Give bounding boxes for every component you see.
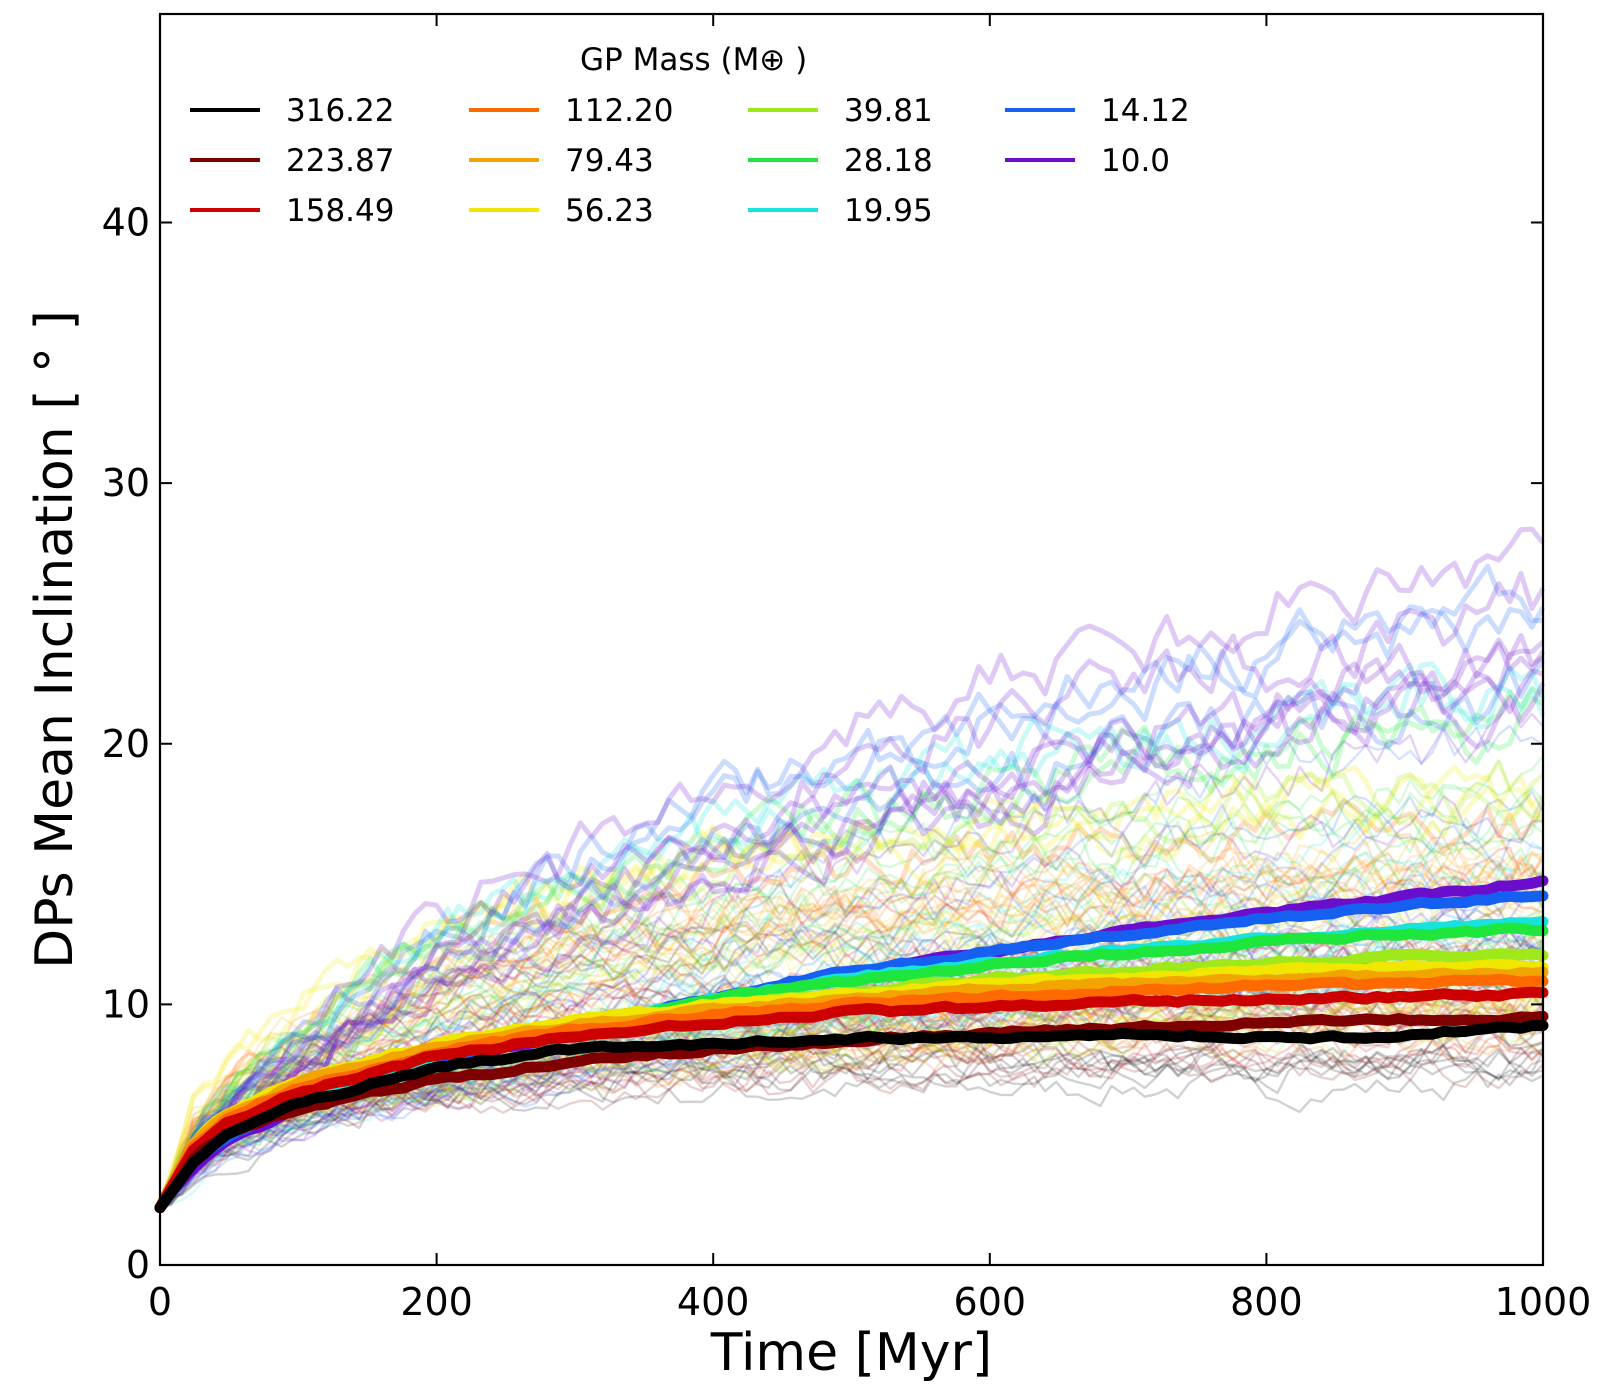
run-line-316.22 xyxy=(159,1045,1544,1209)
run-line-19.95 xyxy=(158,851,1544,1209)
run-line-39.81 xyxy=(157,771,1545,1209)
run-line-39.81 xyxy=(158,871,1545,1209)
mean-line-158.49 xyxy=(154,986,1549,1214)
run-line-158.49 xyxy=(158,846,1545,1209)
run-line-39.81 xyxy=(159,878,1544,1209)
mean-lines xyxy=(154,875,1549,1214)
y-tick-label: 0 xyxy=(126,1243,150,1287)
run-line-28.18 xyxy=(158,759,1545,1209)
run-line-56.23 xyxy=(157,773,1546,1209)
run-line-223.87 xyxy=(159,1044,1544,1209)
legend-label-112.20: 112.20 xyxy=(565,93,673,129)
legend-label-19.95: 19.95 xyxy=(844,193,933,229)
run-line-19.95 xyxy=(157,662,1546,1209)
run-line-28.18 xyxy=(158,822,1544,1209)
run-line-10.0 xyxy=(158,668,1544,1210)
run-line-14.12 xyxy=(157,659,1545,1210)
run-line-14.12 xyxy=(157,606,1546,1209)
x-tick-label: 600 xyxy=(954,1280,1027,1324)
run-line-19.95 xyxy=(159,819,1544,1209)
y-axis-title: DPs Mean Inclination [ ° ] xyxy=(25,310,85,969)
run-line-28.18 xyxy=(157,685,1545,1209)
run-line-28.18 xyxy=(157,695,1545,1210)
legend-label-28.18: 28.18 xyxy=(844,143,933,179)
legend-label-14.12: 14.12 xyxy=(1101,93,1190,129)
run-line-112.20 xyxy=(158,854,1545,1209)
legend-label-56.23: 56.23 xyxy=(565,193,654,229)
legend-label-10.0: 10.0 xyxy=(1101,143,1170,179)
y-tick-label: 30 xyxy=(102,461,150,505)
run-line-316.22 xyxy=(158,907,1544,1209)
run-line-56.23 xyxy=(159,871,1544,1209)
legend-label-79.43: 79.43 xyxy=(565,143,654,179)
run-line-79.43 xyxy=(158,854,1544,1209)
run-line-112.20 xyxy=(158,840,1544,1209)
legend: GP Mass (M⊕ ) 316.22 223.87 158.49 112.20 79… xyxy=(190,42,1190,229)
x-tick-label: 1000 xyxy=(1495,1280,1592,1324)
run-line-28.18 xyxy=(158,802,1545,1209)
run-line-112.20 xyxy=(159,833,1545,1209)
run-line-14.12 xyxy=(158,790,1545,1209)
run-line-223.87 xyxy=(158,1044,1544,1209)
x-tick-label: 400 xyxy=(677,1280,750,1324)
run-line-28.18 xyxy=(158,755,1544,1209)
legend-label-223.87: 223.87 xyxy=(286,143,394,179)
run-line-79.43 xyxy=(158,830,1544,1209)
run-line-112.20 xyxy=(159,858,1544,1209)
run-line-14.12 xyxy=(159,819,1544,1209)
run-line-316.22 xyxy=(158,1041,1544,1209)
run-line-10.0 xyxy=(158,633,1545,1210)
run-line-10.0 xyxy=(158,703,1544,1209)
x-axis-title: Time [Myr] xyxy=(710,1323,992,1383)
run-line-39.81 xyxy=(158,811,1544,1209)
plot-frame xyxy=(158,12,1545,1267)
y-tick-label: 20 xyxy=(102,722,150,766)
run-line-112.20 xyxy=(158,1028,1544,1209)
run-line-223.87 xyxy=(158,1028,1544,1209)
run-line-14.12 xyxy=(157,563,1544,1209)
mean-line-316.22 xyxy=(154,1020,1549,1214)
run-line-56.23 xyxy=(157,759,1545,1209)
y-tick-label: 40 xyxy=(102,201,150,245)
run-line-316.22 xyxy=(159,1064,1544,1209)
run-line-79.43 xyxy=(158,828,1544,1209)
run-line-10.0 xyxy=(157,681,1546,1209)
x-tick-label: 0 xyxy=(148,1280,172,1324)
run-line-19.95 xyxy=(157,661,1546,1209)
run-line-223.87 xyxy=(159,926,1544,1209)
run-line-28.18 xyxy=(159,787,1544,1209)
run-line-10.0 xyxy=(158,570,1546,1210)
run-line-112.20 xyxy=(157,798,1546,1209)
x-tick-label: 800 xyxy=(1230,1280,1303,1324)
run-line-56.23 xyxy=(157,771,1544,1209)
axis-ticks: 0 200 400 600 800 1000 0 10 20 30 40 xyxy=(102,14,1592,1324)
x-tick-label: 200 xyxy=(400,1280,473,1324)
run-line-79.43 xyxy=(158,854,1545,1209)
y-tick-label: 10 xyxy=(102,982,150,1026)
run-line-79.43 xyxy=(158,851,1544,1209)
legend-title: GP Mass (M⊕ ) xyxy=(580,42,807,78)
run-line-14.12 xyxy=(158,724,1544,1209)
legend-label-316.22: 316.22 xyxy=(286,93,394,129)
run-line-10.0 xyxy=(158,641,1546,1210)
legend-label-158.49: 158.49 xyxy=(286,193,394,229)
legend-label-39.81: 39.81 xyxy=(844,93,933,129)
run-line-10.0 xyxy=(157,640,1545,1209)
run-line-10.0 xyxy=(157,526,1545,1209)
individual-run-lines xyxy=(157,526,1546,1210)
run-line-112.20 xyxy=(158,829,1545,1209)
